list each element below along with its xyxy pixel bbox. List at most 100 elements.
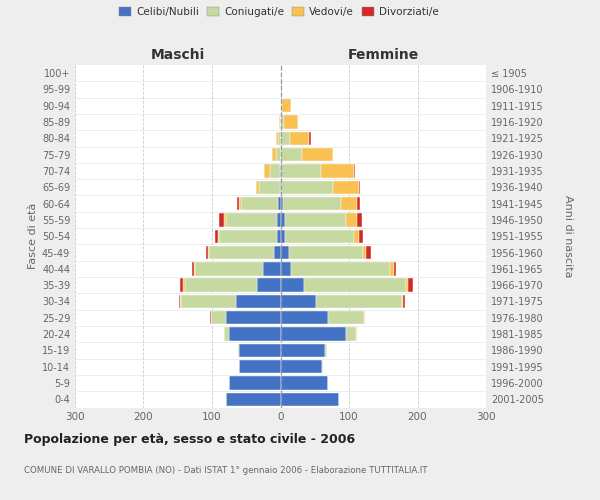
Bar <box>316 295 402 308</box>
Bar <box>256 180 259 194</box>
Bar <box>226 311 281 324</box>
Bar <box>281 376 328 390</box>
Bar <box>281 246 289 259</box>
Bar <box>226 214 277 226</box>
Bar <box>276 132 278 145</box>
Bar <box>364 311 365 324</box>
Bar <box>194 262 195 276</box>
Bar <box>354 164 355 177</box>
Legend: Celibi/Nubili, Coniugati/e, Vedovi/e, Divorziati/e: Celibi/Nubili, Coniugati/e, Vedovi/e, Di… <box>115 2 443 21</box>
Bar <box>289 246 363 259</box>
Bar <box>309 132 311 145</box>
Bar <box>281 344 325 357</box>
Bar <box>302 148 333 162</box>
Bar <box>394 262 395 276</box>
Bar <box>356 197 360 210</box>
Bar <box>277 230 281 243</box>
Bar <box>185 278 257 292</box>
Bar <box>346 328 356 341</box>
Bar <box>359 180 360 194</box>
Bar <box>239 344 281 357</box>
Bar <box>281 116 284 129</box>
Bar <box>206 246 208 259</box>
Bar <box>281 328 346 341</box>
Bar <box>281 197 283 210</box>
Bar <box>281 214 284 226</box>
Bar <box>332 180 359 194</box>
Bar <box>322 360 323 374</box>
Bar <box>328 311 364 324</box>
Bar <box>277 214 281 226</box>
Bar <box>390 262 394 276</box>
Bar <box>408 278 413 292</box>
Bar <box>281 311 328 324</box>
Bar <box>229 328 281 341</box>
Text: Maschi: Maschi <box>151 48 205 62</box>
Text: COMUNE DI VARALLO POMBIA (NO) - Dati ISTAT 1° gennaio 2006 - Elaborazione TUTTIT: COMUNE DI VARALLO POMBIA (NO) - Dati IST… <box>24 466 427 475</box>
Bar <box>224 214 226 226</box>
Bar <box>183 278 185 292</box>
Bar <box>282 99 292 112</box>
Bar <box>403 295 405 308</box>
Bar <box>354 230 359 243</box>
Bar <box>283 197 341 210</box>
Bar <box>238 197 239 210</box>
Y-axis label: Fasce di età: Fasce di età <box>28 203 38 270</box>
Bar <box>366 246 371 259</box>
Bar <box>239 197 241 210</box>
Bar <box>211 311 226 324</box>
Bar <box>218 230 219 243</box>
Bar <box>181 295 236 308</box>
Bar <box>209 246 274 259</box>
Bar <box>290 132 309 145</box>
Bar <box>325 344 327 357</box>
Bar <box>281 230 285 243</box>
Bar <box>278 132 281 145</box>
Bar <box>281 295 316 308</box>
Bar <box>346 214 357 226</box>
Bar <box>239 360 281 374</box>
Bar <box>357 214 362 226</box>
Bar <box>281 83 282 96</box>
Bar <box>226 392 281 406</box>
Bar <box>215 230 218 243</box>
Bar <box>257 278 281 292</box>
Bar <box>281 392 339 406</box>
Bar <box>224 328 229 341</box>
Bar <box>238 344 239 357</box>
Bar <box>359 230 364 243</box>
Bar <box>281 99 282 112</box>
Bar <box>219 214 224 226</box>
Bar <box>279 116 280 129</box>
Bar <box>219 230 277 243</box>
Bar <box>321 164 354 177</box>
Bar <box>341 197 356 210</box>
Bar <box>281 360 322 374</box>
Bar <box>402 295 403 308</box>
Bar <box>210 311 211 324</box>
Bar <box>281 278 304 292</box>
Bar <box>269 164 280 177</box>
Bar <box>285 230 354 243</box>
Bar <box>280 180 281 194</box>
Bar <box>281 180 332 194</box>
Bar <box>241 197 278 210</box>
Bar <box>406 278 408 292</box>
Bar <box>264 164 269 177</box>
Bar <box>281 164 321 177</box>
Bar <box>280 164 281 177</box>
Bar <box>274 246 281 259</box>
Bar <box>272 148 276 162</box>
Bar <box>281 132 290 145</box>
Bar <box>304 278 406 292</box>
Bar <box>192 262 194 276</box>
Text: Femmine: Femmine <box>347 48 419 62</box>
Bar <box>291 262 390 276</box>
Bar <box>179 295 181 308</box>
Bar <box>278 197 281 210</box>
Bar <box>284 116 298 129</box>
Bar <box>281 262 291 276</box>
Bar <box>276 148 281 162</box>
Bar <box>363 246 366 259</box>
Bar <box>280 116 281 129</box>
